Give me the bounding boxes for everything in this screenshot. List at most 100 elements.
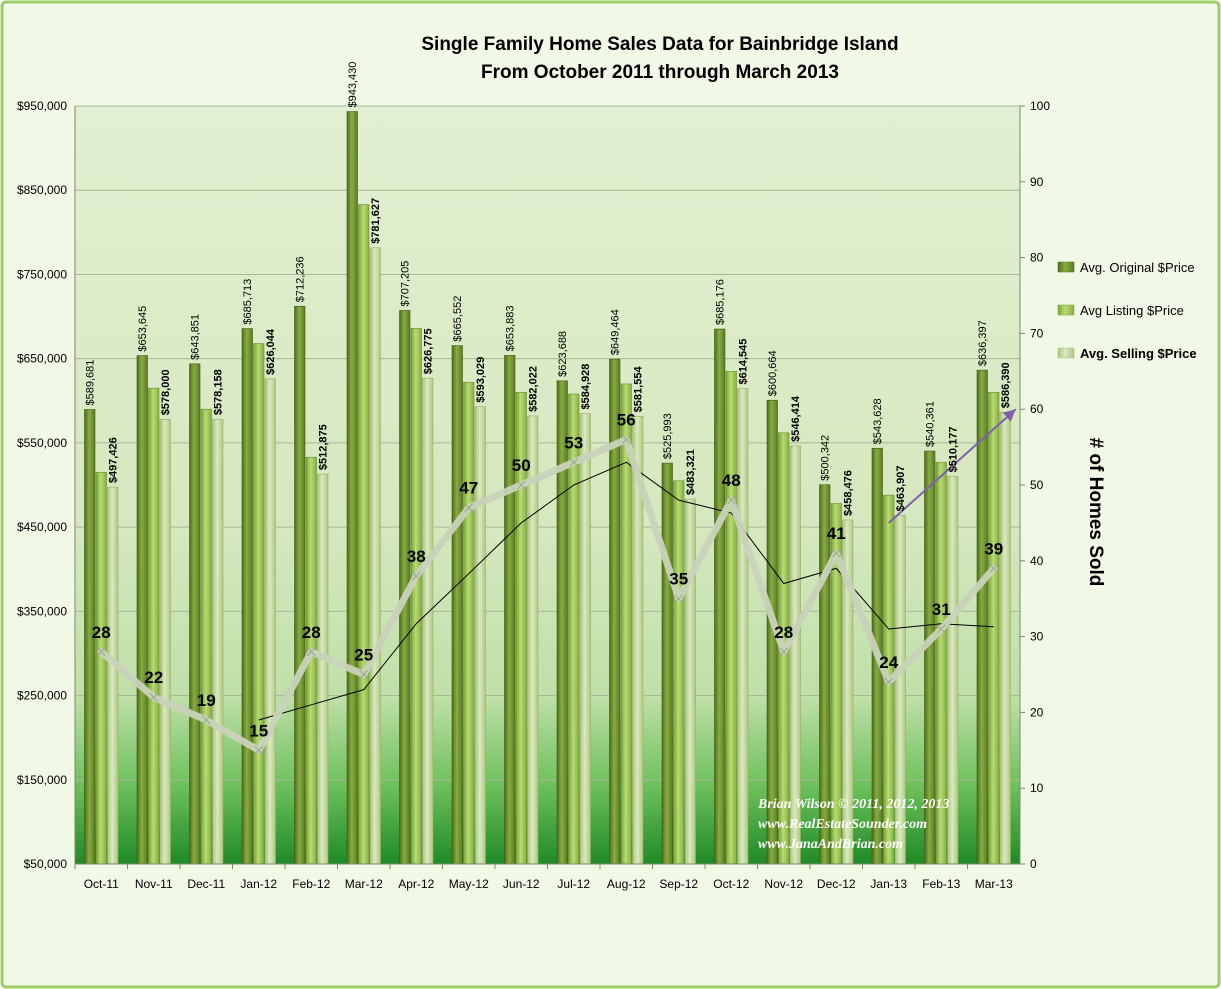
bar-selling-price	[212, 418, 224, 865]
bar-label-original-price: $685,713	[242, 279, 254, 325]
y2-tick-label: 50	[1030, 478, 1044, 492]
homes-sold-marker	[936, 624, 946, 634]
y-tick-label: $250,000	[17, 689, 67, 703]
x-tick-label: Sep-12	[659, 877, 698, 891]
homes-sold-marker	[359, 670, 369, 679]
bar-label-original-price: $589,681	[85, 360, 97, 406]
x-tick-label: Jun-12	[503, 877, 540, 891]
bars-group	[84, 111, 1011, 865]
bar-listing-price	[200, 408, 212, 865]
x-tick-label: Feb-13	[922, 877, 960, 891]
bar-label-original-price: $685,176	[715, 279, 727, 325]
homes-sold-label: 31	[932, 600, 951, 619]
bar-selling-price	[369, 247, 381, 865]
x-tick-label: Nov-11	[135, 877, 173, 891]
x-tick-label: Nov-12	[764, 877, 803, 891]
x-tick-label: Jan-12	[240, 877, 277, 891]
chart-title: Single Family Home Sales Data for Bainbr…	[421, 34, 898, 55]
bar-label-original-price: $712,236	[295, 256, 307, 302]
bar-label-selling-price: $512,875	[318, 424, 330, 470]
y2-tick-label: 20	[1030, 705, 1044, 719]
homes-sold-label: 22	[144, 668, 163, 687]
homes-sold-label: 15	[249, 721, 268, 740]
homes-sold-label: 24	[879, 653, 898, 672]
bar-label-selling-price: $584,928	[580, 364, 592, 410]
chart-subtitle: From October 2011 through March 2013	[481, 62, 839, 83]
bar-original-price	[294, 305, 306, 865]
bar-label-selling-price: $578,158	[213, 369, 225, 415]
y-tick-label: $950,000	[17, 99, 67, 113]
bar-label-original-price: $707,205	[400, 261, 412, 307]
y2-tick-label: 10	[1030, 781, 1044, 795]
y2-tick-label: 60	[1030, 402, 1044, 416]
homes-sold-marker	[621, 435, 631, 444]
bar-label-original-price: $653,883	[505, 306, 517, 352]
homes-sold-label: 48	[722, 471, 741, 490]
legend-swatch-original	[1057, 261, 1075, 273]
homes-sold-label: 47	[459, 479, 478, 498]
bar-selling-price	[422, 377, 434, 865]
y-tick-label: $350,000	[17, 604, 67, 618]
bar-selling-price	[107, 486, 119, 865]
homes-sold-marker	[779, 647, 789, 657]
bar-label-selling-price: $626,775	[423, 328, 435, 374]
bar-label-selling-price: $593,029	[475, 357, 487, 403]
watermark-line-1: Brian Wilson © 2011, 2012, 2013	[757, 797, 949, 812]
bar-listing-price	[253, 343, 265, 865]
x-tick-label: Aug-12	[607, 877, 646, 891]
bar-original-price	[451, 345, 463, 865]
bar-listing-price	[673, 480, 685, 865]
bar-selling-price	[579, 413, 591, 865]
homes-sold-marker	[254, 745, 264, 755]
bar-label-original-price: $540,361	[925, 401, 937, 447]
x-tick-label: Oct-12	[713, 877, 749, 891]
bar-selling-price	[737, 388, 749, 865]
bar-label-original-price: $525,993	[662, 413, 674, 459]
bar-label-original-price: $653,645	[137, 306, 149, 352]
bar-selling-price	[474, 406, 486, 865]
bar-label-selling-price: $586,390	[1000, 362, 1012, 408]
homes-sold-label: 39	[984, 539, 1003, 558]
bar-label-original-price: $643,851	[190, 314, 202, 360]
y2-tick-label: 70	[1030, 326, 1044, 340]
bar-original-price	[189, 363, 201, 865]
bar-label-selling-price: $463,907	[895, 466, 907, 512]
homes-sold-label: 28	[302, 623, 321, 642]
data-labels-group: $589,681 $653,645 $643,851 $685,713 $712,236…	[85, 62, 1013, 741]
y-tick-label: $850,000	[17, 183, 67, 197]
homes-sold-marker	[201, 715, 211, 725]
homes-sold-marker	[411, 571, 421, 581]
bar-label-original-price: $636,397	[977, 320, 989, 366]
legend-swatch-selling	[1057, 347, 1075, 359]
bar-listing-price	[988, 392, 1000, 865]
legend-label-original: Avg. Original $Price	[1080, 260, 1195, 275]
watermark-line-3: www.JanaAndBrian.com	[758, 837, 903, 852]
x-tick-label: Oct-11	[84, 877, 119, 891]
homes-sold-marker	[306, 647, 316, 657]
bar-original-price	[976, 369, 988, 865]
y2-tick-label: 80	[1030, 251, 1044, 265]
bar-label-original-price: $649,464	[610, 309, 622, 355]
bar-label-selling-price: $497,426	[108, 437, 120, 483]
x-tick-label: Mar-12	[345, 877, 383, 891]
legend-swatch-listing	[1057, 304, 1075, 316]
homes-sold-marker	[464, 503, 474, 513]
homes-sold-label: 41	[827, 524, 846, 543]
bar-label-selling-price: $626,044	[265, 328, 277, 375]
y2-axis-title: # of Homes Sold	[1085, 438, 1106, 587]
x-tick-label: Mar-13	[975, 877, 1013, 891]
x-tick-label: Feb-12	[292, 877, 330, 891]
bar-label-selling-price: $458,476	[843, 470, 855, 516]
homes-sold-line	[97, 436, 998, 754]
bar-listing-price	[358, 204, 370, 865]
bar-selling-price	[684, 498, 696, 865]
homes-sold-label: 50	[512, 456, 531, 475]
x-tick-label: May-12	[449, 877, 489, 891]
bar-listing-price	[95, 472, 107, 865]
bar-label-original-price: $623,688	[557, 331, 569, 377]
x-tick-label: Jul-12	[557, 877, 590, 891]
bar-listing-price	[725, 370, 737, 865]
bar-label-selling-price: $581,554	[633, 366, 645, 413]
